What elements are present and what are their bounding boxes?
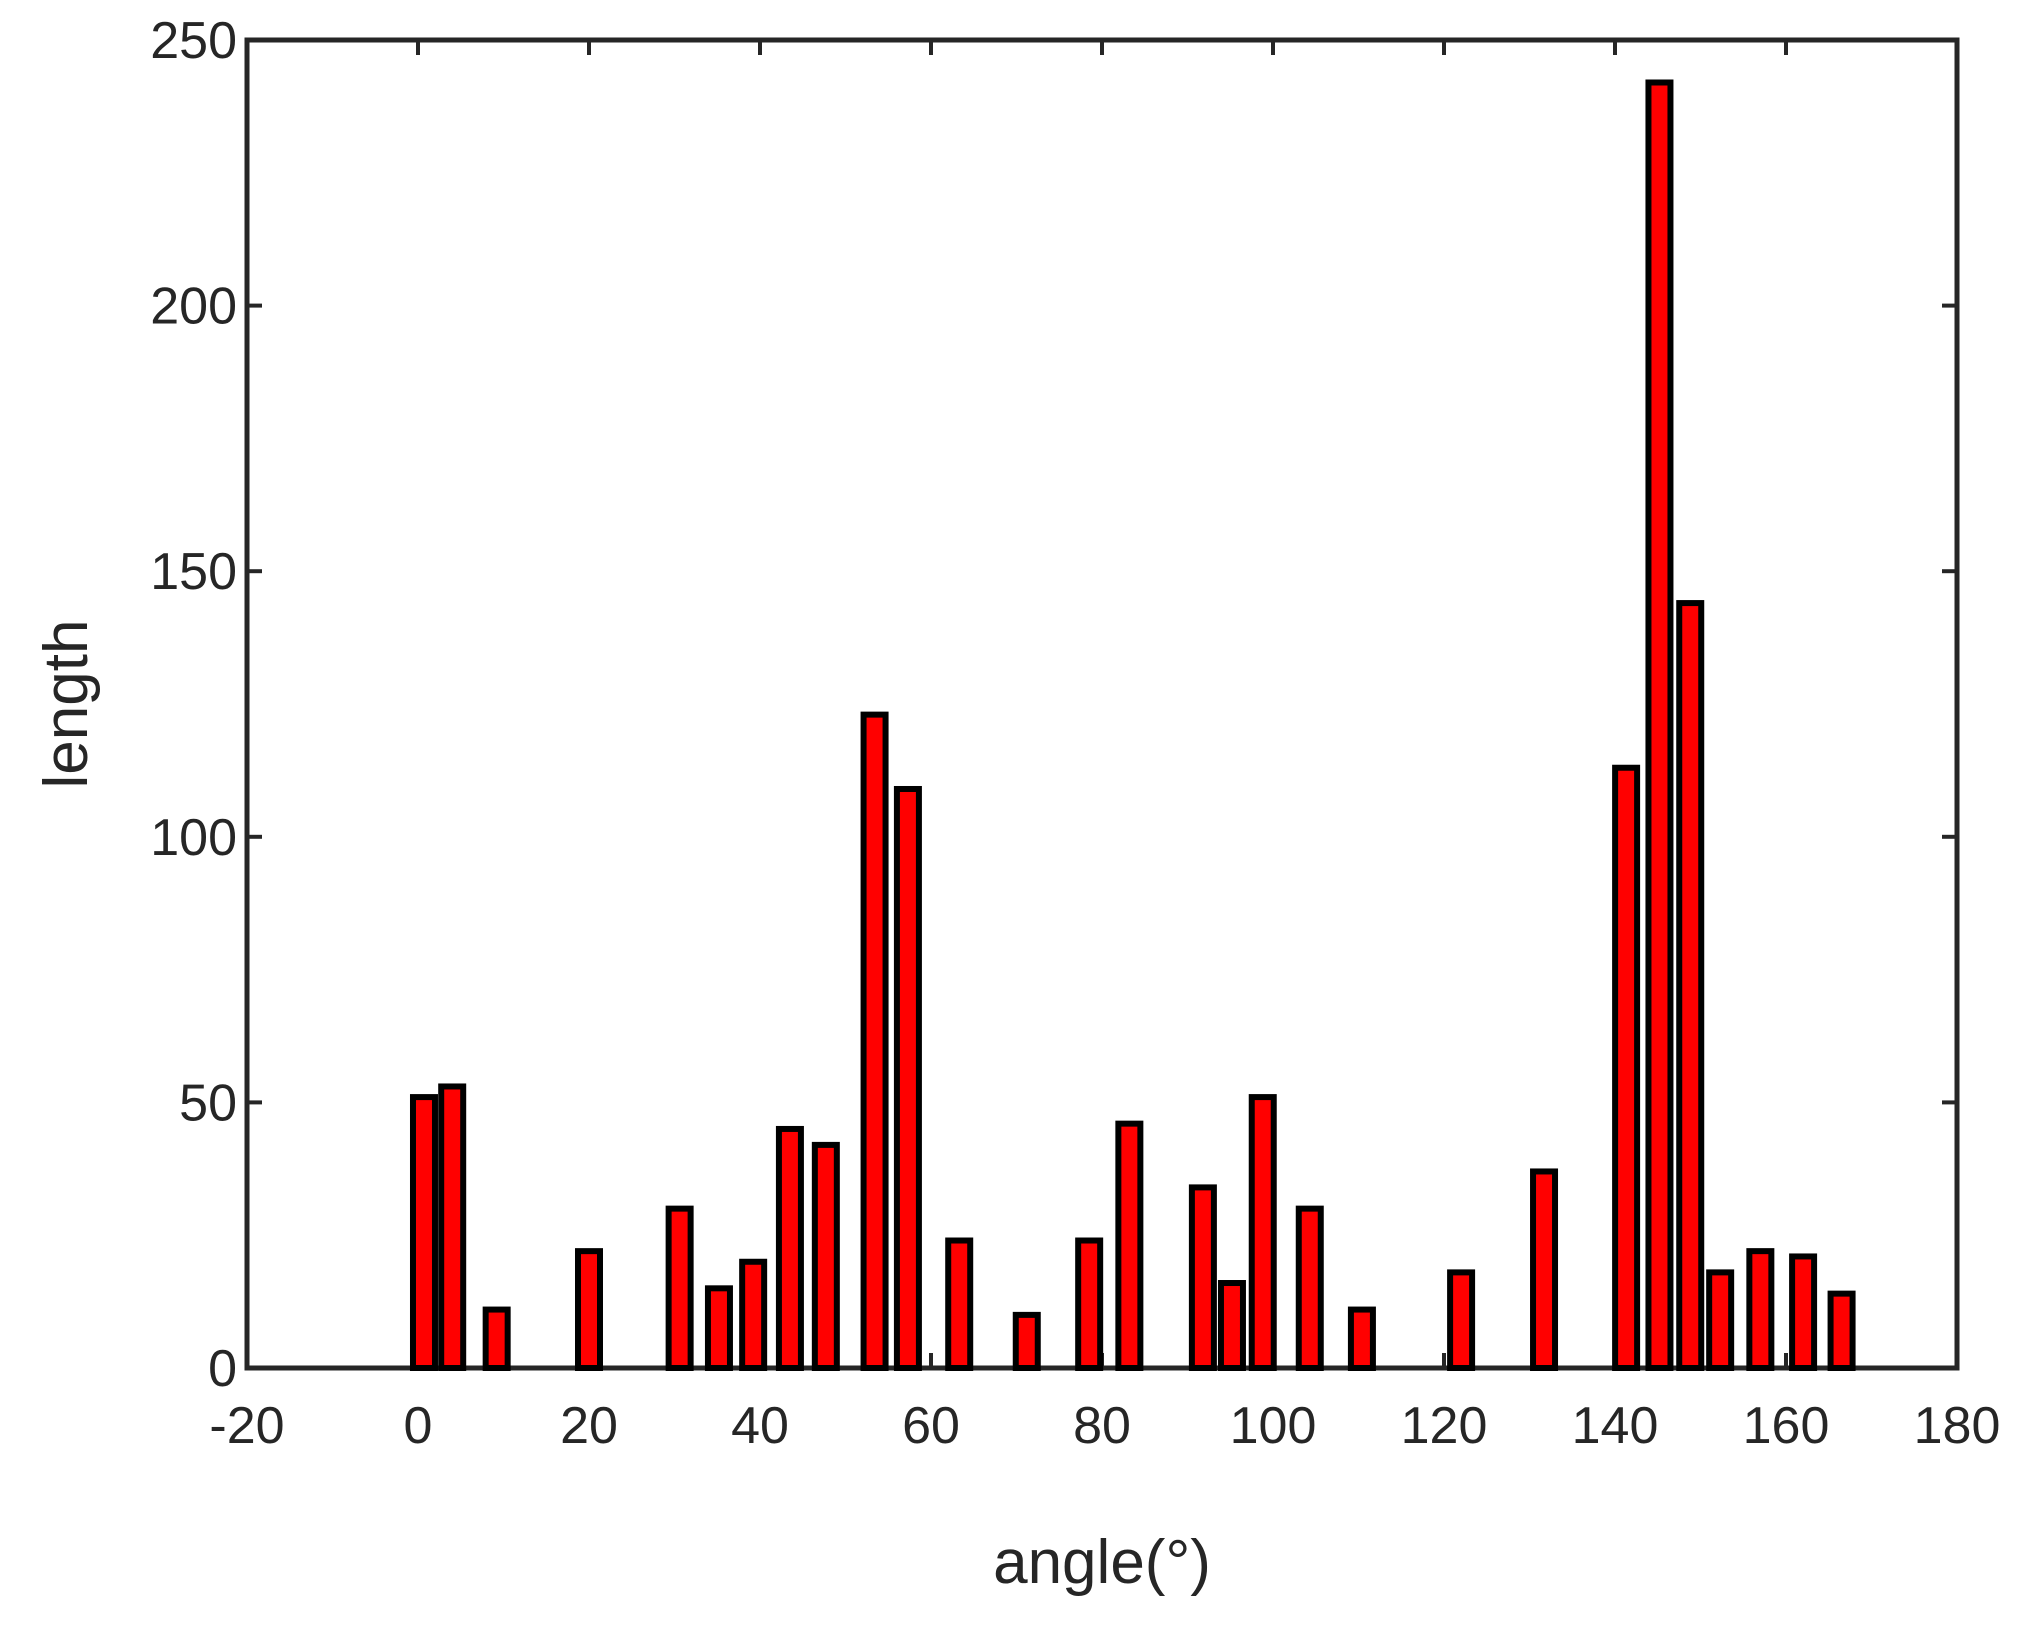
bars: [409, 79, 1856, 1372]
bar: [1530, 1168, 1559, 1372]
bar: [945, 1237, 974, 1371]
x-tick-label: 120: [1401, 1397, 1488, 1455]
bar: [1612, 764, 1641, 1371]
y-tick-label: 100: [150, 809, 237, 867]
bar: [893, 785, 922, 1371]
x-tick-label: 80: [1073, 1397, 1131, 1455]
bar: [1347, 1306, 1376, 1371]
y-tick-label: 250: [150, 12, 237, 70]
y-tick-label: 0: [208, 1340, 237, 1398]
y-tick-label: 200: [150, 278, 237, 336]
bar: [860, 711, 889, 1371]
x-tick-label: 40: [731, 1397, 789, 1455]
bar: [1075, 1237, 1104, 1371]
bar: [1789, 1253, 1818, 1371]
x-tick-label: 160: [1743, 1397, 1830, 1455]
bar: [775, 1125, 804, 1371]
x-tick-label: -20: [209, 1397, 284, 1455]
bar: [438, 1083, 467, 1371]
bar: [704, 1285, 733, 1371]
y-tick-label: 150: [150, 543, 237, 601]
bar: [1217, 1280, 1246, 1372]
y-tick-label: 50: [179, 1074, 237, 1132]
x-tick-label: 100: [1230, 1397, 1317, 1455]
bar: [1012, 1311, 1041, 1372]
bar: [575, 1248, 603, 1371]
y-axis-title: length: [32, 620, 101, 789]
bar: [1676, 600, 1705, 1371]
bar: [482, 1306, 511, 1371]
bar: [1295, 1205, 1324, 1372]
x-axis-title: angle(°): [993, 1528, 1211, 1597]
x-tick-label: 20: [560, 1397, 618, 1455]
bar: [1447, 1269, 1476, 1372]
bar: [1188, 1184, 1217, 1371]
bar: [1645, 79, 1674, 1372]
bar: [739, 1258, 768, 1372]
bar: [665, 1205, 694, 1372]
bar: [409, 1094, 438, 1371]
x-tick-label: 140: [1572, 1397, 1659, 1455]
x-tick-label: 0: [404, 1397, 433, 1455]
bar: [1248, 1094, 1277, 1371]
y-tick-labels: 0 50 100 150 200 250: [150, 12, 237, 1398]
bar: [1827, 1290, 1856, 1371]
bar: [1706, 1269, 1735, 1372]
x-tick-label: 180: [1914, 1397, 2001, 1455]
x-tick-labels: -20 0 20 40 60 80 100 120 140 160 180: [209, 1397, 2000, 1455]
bar: [811, 1141, 840, 1371]
x-tick-label: 60: [902, 1397, 960, 1455]
bar: [1115, 1120, 1144, 1371]
bar: [1746, 1248, 1775, 1371]
